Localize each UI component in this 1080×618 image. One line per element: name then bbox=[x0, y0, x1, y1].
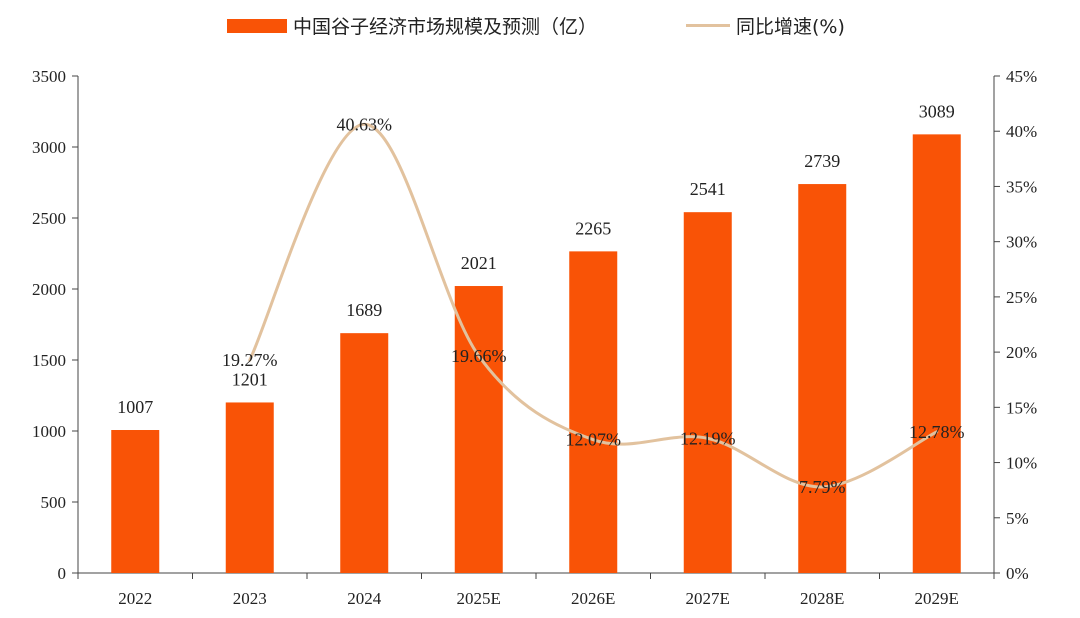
x-axis-tick-label: 2028E bbox=[800, 589, 844, 608]
legend-bar-swatch bbox=[227, 18, 287, 33]
growth-value-label: 12.19% bbox=[680, 428, 736, 448]
growth-value-label: 40.63% bbox=[337, 114, 393, 134]
bar-value-label: 1007 bbox=[117, 397, 153, 417]
right-axis-tick-label: 25% bbox=[1006, 288, 1037, 307]
x-axis-tick-label: 2025E bbox=[457, 589, 501, 608]
growth-line-series bbox=[248, 122, 939, 489]
legend-label-growth-rate: 同比增速(%) bbox=[736, 16, 845, 38]
right-axis-tick-label: 30% bbox=[1006, 233, 1037, 252]
growth-value-label: 7.79% bbox=[799, 477, 846, 497]
growth-value-label: 19.66% bbox=[451, 346, 507, 366]
bar-value-label: 2021 bbox=[461, 253, 497, 273]
bar-value-label: 2739 bbox=[804, 151, 840, 171]
bar-value-labels: 1007 1201 1689 2021 2265 2541 2739 3089 bbox=[117, 101, 955, 417]
bar-2029e bbox=[912, 134, 961, 573]
chart-legend: 中国谷子经济市场规模及预测（亿） 同比增速(%) bbox=[0, 8, 1080, 40]
bar-2023 bbox=[225, 402, 274, 573]
bar-series bbox=[111, 134, 961, 574]
bar-2022 bbox=[111, 430, 160, 573]
right-axis-tick-label: 15% bbox=[1006, 398, 1037, 417]
legend-line-swatch bbox=[686, 24, 730, 27]
left-axis-tick-label: 2500 bbox=[32, 209, 66, 228]
left-axis-tick-label: 2000 bbox=[32, 280, 66, 299]
x-axis-tick-label: 2024 bbox=[347, 589, 382, 608]
right-axis-tick-label: 40% bbox=[1006, 122, 1037, 141]
bar-2025e bbox=[454, 286, 503, 573]
bar-value-label: 1201 bbox=[232, 369, 268, 389]
right-axis-tick-label: 5% bbox=[1006, 509, 1029, 528]
growth-value-label: 12.07% bbox=[566, 430, 622, 450]
legend-item-growth-rate: 同比增速(%) bbox=[686, 12, 845, 39]
legend-label-market-size: 中国谷子经济市场规模及预测（亿） bbox=[293, 16, 598, 38]
x-axis-tick-label: 2023 bbox=[233, 589, 267, 608]
x-axis-tick-label: 2027E bbox=[686, 589, 730, 608]
growth-value-labels: 19.27% 40.63% 19.66% 12.07% 12.19% 7.79% 12.78… bbox=[222, 114, 965, 497]
bar-2027e bbox=[683, 212, 732, 574]
legend-item-market-size: 中国谷子经济市场规模及预测（亿） bbox=[227, 12, 597, 39]
growth-value-label: 19.27% bbox=[222, 350, 278, 370]
left-axis-tick-label: 0 bbox=[58, 564, 67, 583]
bar-2024 bbox=[340, 333, 389, 573]
bar-value-label: 1689 bbox=[346, 300, 382, 320]
left-axis-tick-label: 1500 bbox=[32, 351, 66, 370]
bar-value-label: 3089 bbox=[919, 101, 955, 121]
right-axis-tick-label: 0% bbox=[1006, 564, 1029, 583]
bar-value-label: 2541 bbox=[690, 179, 726, 199]
right-axis-tick-label: 10% bbox=[1006, 454, 1037, 473]
bar-2026e bbox=[569, 251, 618, 573]
left-axis-tick-label: 1000 bbox=[32, 422, 66, 441]
x-axis-tick-label: 2029E bbox=[915, 589, 959, 608]
bar-2028e bbox=[798, 184, 847, 573]
right-axis-tick-label: 20% bbox=[1006, 343, 1037, 362]
axes: 0 500 1000 1500 2000 2500 3000 3500 0% 5% 10% 15% 20… bbox=[32, 67, 1037, 608]
bar-value-label: 2265 bbox=[575, 218, 611, 238]
left-axis-tick-label: 500 bbox=[41, 493, 67, 512]
left-axis-tick-label: 3000 bbox=[32, 138, 66, 157]
x-axis-tick-label: 2026E bbox=[571, 589, 615, 608]
left-axis-tick-label: 3500 bbox=[32, 67, 66, 86]
right-axis-tick-label: 45% bbox=[1006, 67, 1037, 86]
growth-value-label: 12.78% bbox=[909, 422, 965, 442]
right-axis-tick-label: 35% bbox=[1006, 177, 1037, 196]
x-axis-tick-label: 2022 bbox=[118, 589, 152, 608]
growth-rate-line bbox=[248, 122, 939, 489]
